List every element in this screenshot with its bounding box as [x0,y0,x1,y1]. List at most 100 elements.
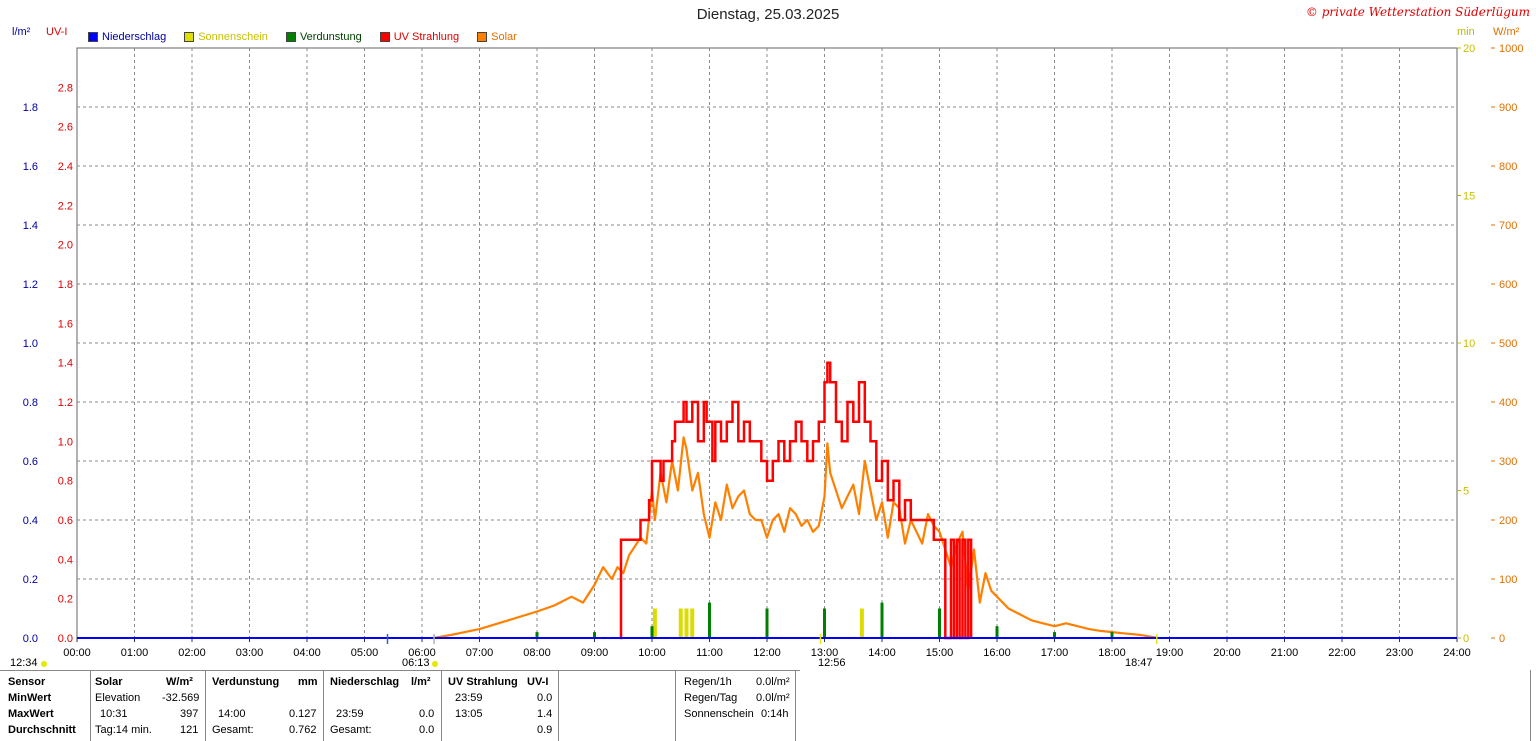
table-divider [205,670,206,741]
legend-item-uv[interactable]: UV Strahlung [379,31,459,43]
table-divider [323,670,324,741]
max-uv-time: 13:05 [455,708,483,720]
extra-value-sun: 0:14h [761,708,789,720]
max-verd-val: 0.127 [289,708,317,720]
max-uv-val: 1.4 [537,708,553,720]
solar-tick-label: 700 [1499,220,1517,232]
x-tick-label: 20:00 [1213,647,1241,659]
x-tick-label: 09:00 [581,647,609,659]
solar-tick-label: 0 [1499,633,1505,645]
avg-verd-val: 0.762 [289,724,317,736]
sunset-time: 18:47 [1125,657,1153,669]
sunrise-icon [432,661,438,667]
solar-tick-label: 600 [1499,279,1517,291]
rain-tick-label: 0.0 [23,633,38,645]
x-tick-label: 07:00 [466,647,494,659]
avg-uv-val: 0.9 [537,724,553,736]
sunrise-time: 06:13 [402,657,430,669]
x-tick-label: 10:00 [638,647,666,659]
table-divider [90,670,91,741]
legend-swatch-niederschlag [88,32,98,42]
min-solar-time: Elevation [95,692,141,704]
uv-tick-label: 1.2 [58,397,73,409]
evaporation-bar [650,626,654,638]
x-tick-label: 19:00 [1156,647,1184,659]
legend-item-verdunstung[interactable]: Verdunstung [285,31,362,43]
rain-tick-label: 0.4 [23,515,38,527]
evaporation-bar [938,608,941,638]
table-divider [1530,670,1531,741]
x-tick-label: 06:00 [408,647,436,659]
hdr-uv: UV Strahlung [448,676,518,688]
minute-tick-label: 20 [1463,43,1475,55]
max-nied-time: 23:59 [336,708,364,720]
uv-tick-label: 0.8 [58,476,73,488]
uv-tick-label: 0.4 [58,554,73,566]
rain-tick-label: 1.4 [23,220,38,232]
sunshine-bar [690,608,695,638]
uv-tick-label: 2.0 [58,240,73,252]
legend-item-solar[interactable]: Solar [477,31,517,43]
avg-nied-val: 0.0 [419,724,435,736]
evaporation-bar [535,632,539,638]
extra-label-sun: Sonnenschein [684,708,754,720]
hdr-verd-unit: mm [298,676,318,688]
sun-icon [41,661,47,667]
table-divider [675,670,676,741]
legend-label: Sonnenschein [198,31,268,43]
evaporation-bar [1110,632,1114,638]
rain-tick-label: 1.2 [23,279,38,291]
max-solar-time: 10:31 [100,708,128,720]
unit-rain: l/m² [12,26,31,38]
x-tick-label: 24:00 [1443,647,1471,659]
table-divider [558,670,559,741]
extra-label-rain1h: Regen/1h [684,676,732,688]
solar-tick-label: 1000 [1499,43,1523,55]
extra-value-rain1h: 0.0l/m² [756,676,790,688]
x-tick-label: 15:00 [926,647,954,659]
avg-verd-time: Gesamt: [212,724,254,736]
weather-chart: 00:00 01:00 02:00 03:00 04:00 05:00 06:00 07:00… [23,43,1524,659]
sunshine-bar [859,608,864,638]
minute-tick-label: 10 [1463,338,1475,350]
uv-tick-label: 2.2 [58,200,73,212]
sunshine-bar [678,608,683,638]
minute-tick-label: 0 [1463,633,1469,645]
solar-noon-time: 12:56 [818,657,846,669]
x-tick-label: 11:00 [696,647,723,659]
minute-tick-label: 5 [1463,486,1469,498]
solar-tick-label: 400 [1499,397,1517,409]
min-uv-time: 23:59 [455,692,483,704]
evaporation-bar [765,608,769,638]
x-tick-label: 08:00 [523,647,551,659]
x-tick-label: 22:00 [1328,647,1356,659]
evaporation-bar [880,602,884,638]
legend-item-niederschlag[interactable]: Niederschlag [88,31,166,43]
uv-tick-label: 1.8 [58,279,73,291]
avg-solar-val: 121 [180,724,199,736]
hdr-sensor: Sensor [8,676,46,688]
min-solar-val: -32.569 [162,692,200,704]
rain-tick-label: 1.6 [23,161,38,173]
minute-tick-label: 15 [1463,191,1475,203]
solar-tick-label: 300 [1499,456,1517,468]
evaporation-bar [1053,632,1056,638]
rain-tick-label: 0.8 [23,397,38,409]
rain-tick-label: 0.2 [23,574,38,586]
sun-left-time: 12:34 [10,657,38,669]
legend-swatch-verdunstung [285,32,296,42]
uv-tick-label: 2.8 [58,82,73,94]
legend-label: Verdunstung [299,31,362,43]
evaporation-bar [708,602,711,638]
rain-tick-label: 0.6 [23,456,38,468]
avg-nied-time: Gesamt: [330,724,372,736]
x-tick-label: 03:00 [236,647,264,659]
uv-tick-label: 2.4 [58,161,73,173]
unit-uv: UV-I [46,26,68,38]
x-tick-label: 02:00 [178,647,206,659]
legend-swatch-uv [379,32,390,42]
copyright-text: © private Wetterstation Süderlügum [1305,5,1530,19]
legend-label: Solar [491,31,517,43]
legend-swatch-solar [477,32,488,42]
legend-item-sonnenschein[interactable]: Sonnenschein [184,31,268,43]
